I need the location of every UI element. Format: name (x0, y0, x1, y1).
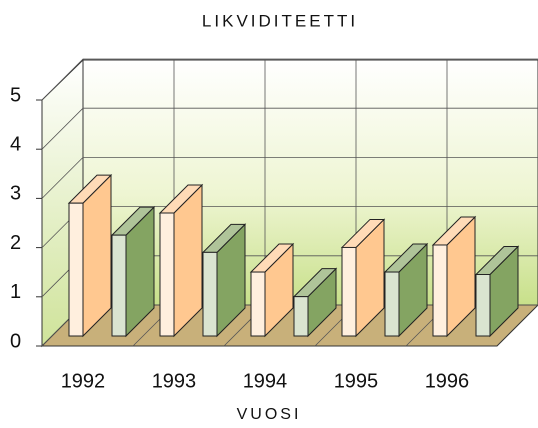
y-tick-label: 4 (10, 133, 21, 155)
x-tick-label: 1994 (243, 370, 288, 392)
y-tick-label: 1 (10, 281, 21, 303)
bar (159, 212, 175, 337)
bar (341, 246, 357, 337)
grid-line (41, 107, 538, 150)
bar (293, 296, 309, 337)
x-tick-label: 1992 (61, 370, 106, 392)
x-tick-label: 1996 (425, 370, 470, 392)
y-tick-label: 5 (10, 84, 21, 106)
bar (68, 202, 84, 337)
grid-line (41, 156, 538, 199)
y-tick-label: 0 (10, 330, 21, 352)
chart-title: LIKVIDITEETTI (202, 11, 358, 30)
bar (111, 234, 127, 337)
bar (475, 274, 491, 337)
y-tick-label: 3 (10, 183, 21, 205)
bar (432, 244, 448, 337)
bar (384, 271, 400, 337)
bar (202, 251, 218, 337)
x-tick-label: 1993 (152, 370, 197, 392)
x-tick-label: 1995 (334, 370, 379, 392)
bar (250, 271, 266, 337)
x-axis-label: VUOSI (237, 406, 302, 423)
y-tick-label: 2 (10, 232, 21, 254)
grid-line (41, 58, 538, 101)
